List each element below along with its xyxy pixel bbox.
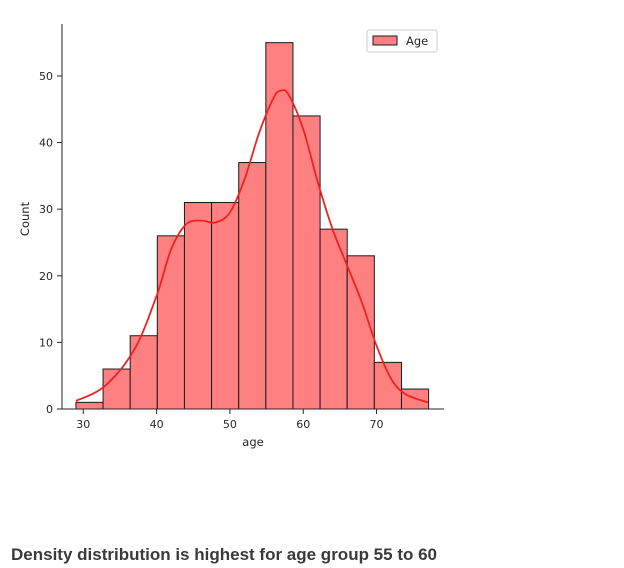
histogram-bar: [319, 228, 348, 410]
histogram-bar: [238, 162, 267, 410]
legend-label: Age: [406, 34, 428, 48]
bars-group: [75, 42, 430, 410]
y-tick-label: 20: [39, 270, 53, 283]
histogram-bar: [102, 368, 131, 410]
y-ticks-group: 0 10 20 30 40 50: [39, 70, 62, 416]
histogram-bar: [373, 361, 402, 410]
x-ticks-group: 30 40 50 60 70: [76, 409, 384, 431]
y-tick-label: 50: [39, 70, 53, 83]
y-axis-label: Count: [18, 201, 32, 236]
histogram-bar: [265, 42, 294, 410]
x-axis-label: age: [242, 435, 263, 449]
x-tick-label: 70: [370, 418, 384, 431]
x-tick-label: 60: [296, 418, 310, 431]
histogram-bar: [292, 115, 321, 410]
x-tick-label: 40: [150, 418, 164, 431]
y-tick-label: 40: [39, 137, 53, 150]
kde-line: [75, 89, 429, 404]
y-tick-label: 30: [39, 203, 53, 216]
histogram-bar: [75, 401, 104, 410]
y-tick-label: 10: [39, 336, 53, 349]
histogram-bar: [211, 202, 240, 410]
caption-text: Density distribution is highest for age …: [11, 545, 437, 564]
legend: Age: [366, 29, 438, 53]
histogram-chart: 0 10 20 30 40 50 30 40 50 60 70 age Count Age: [18, 24, 444, 449]
y-tick-label: 0: [46, 403, 53, 416]
histogram-bar: [346, 255, 375, 410]
histogram-bar: [129, 335, 158, 410]
x-tick-label: 30: [76, 418, 90, 431]
x-tick-label: 50: [223, 418, 237, 431]
histogram-bar: [156, 235, 185, 410]
legend-swatch: [372, 35, 398, 46]
histogram-bar: [183, 202, 213, 410]
